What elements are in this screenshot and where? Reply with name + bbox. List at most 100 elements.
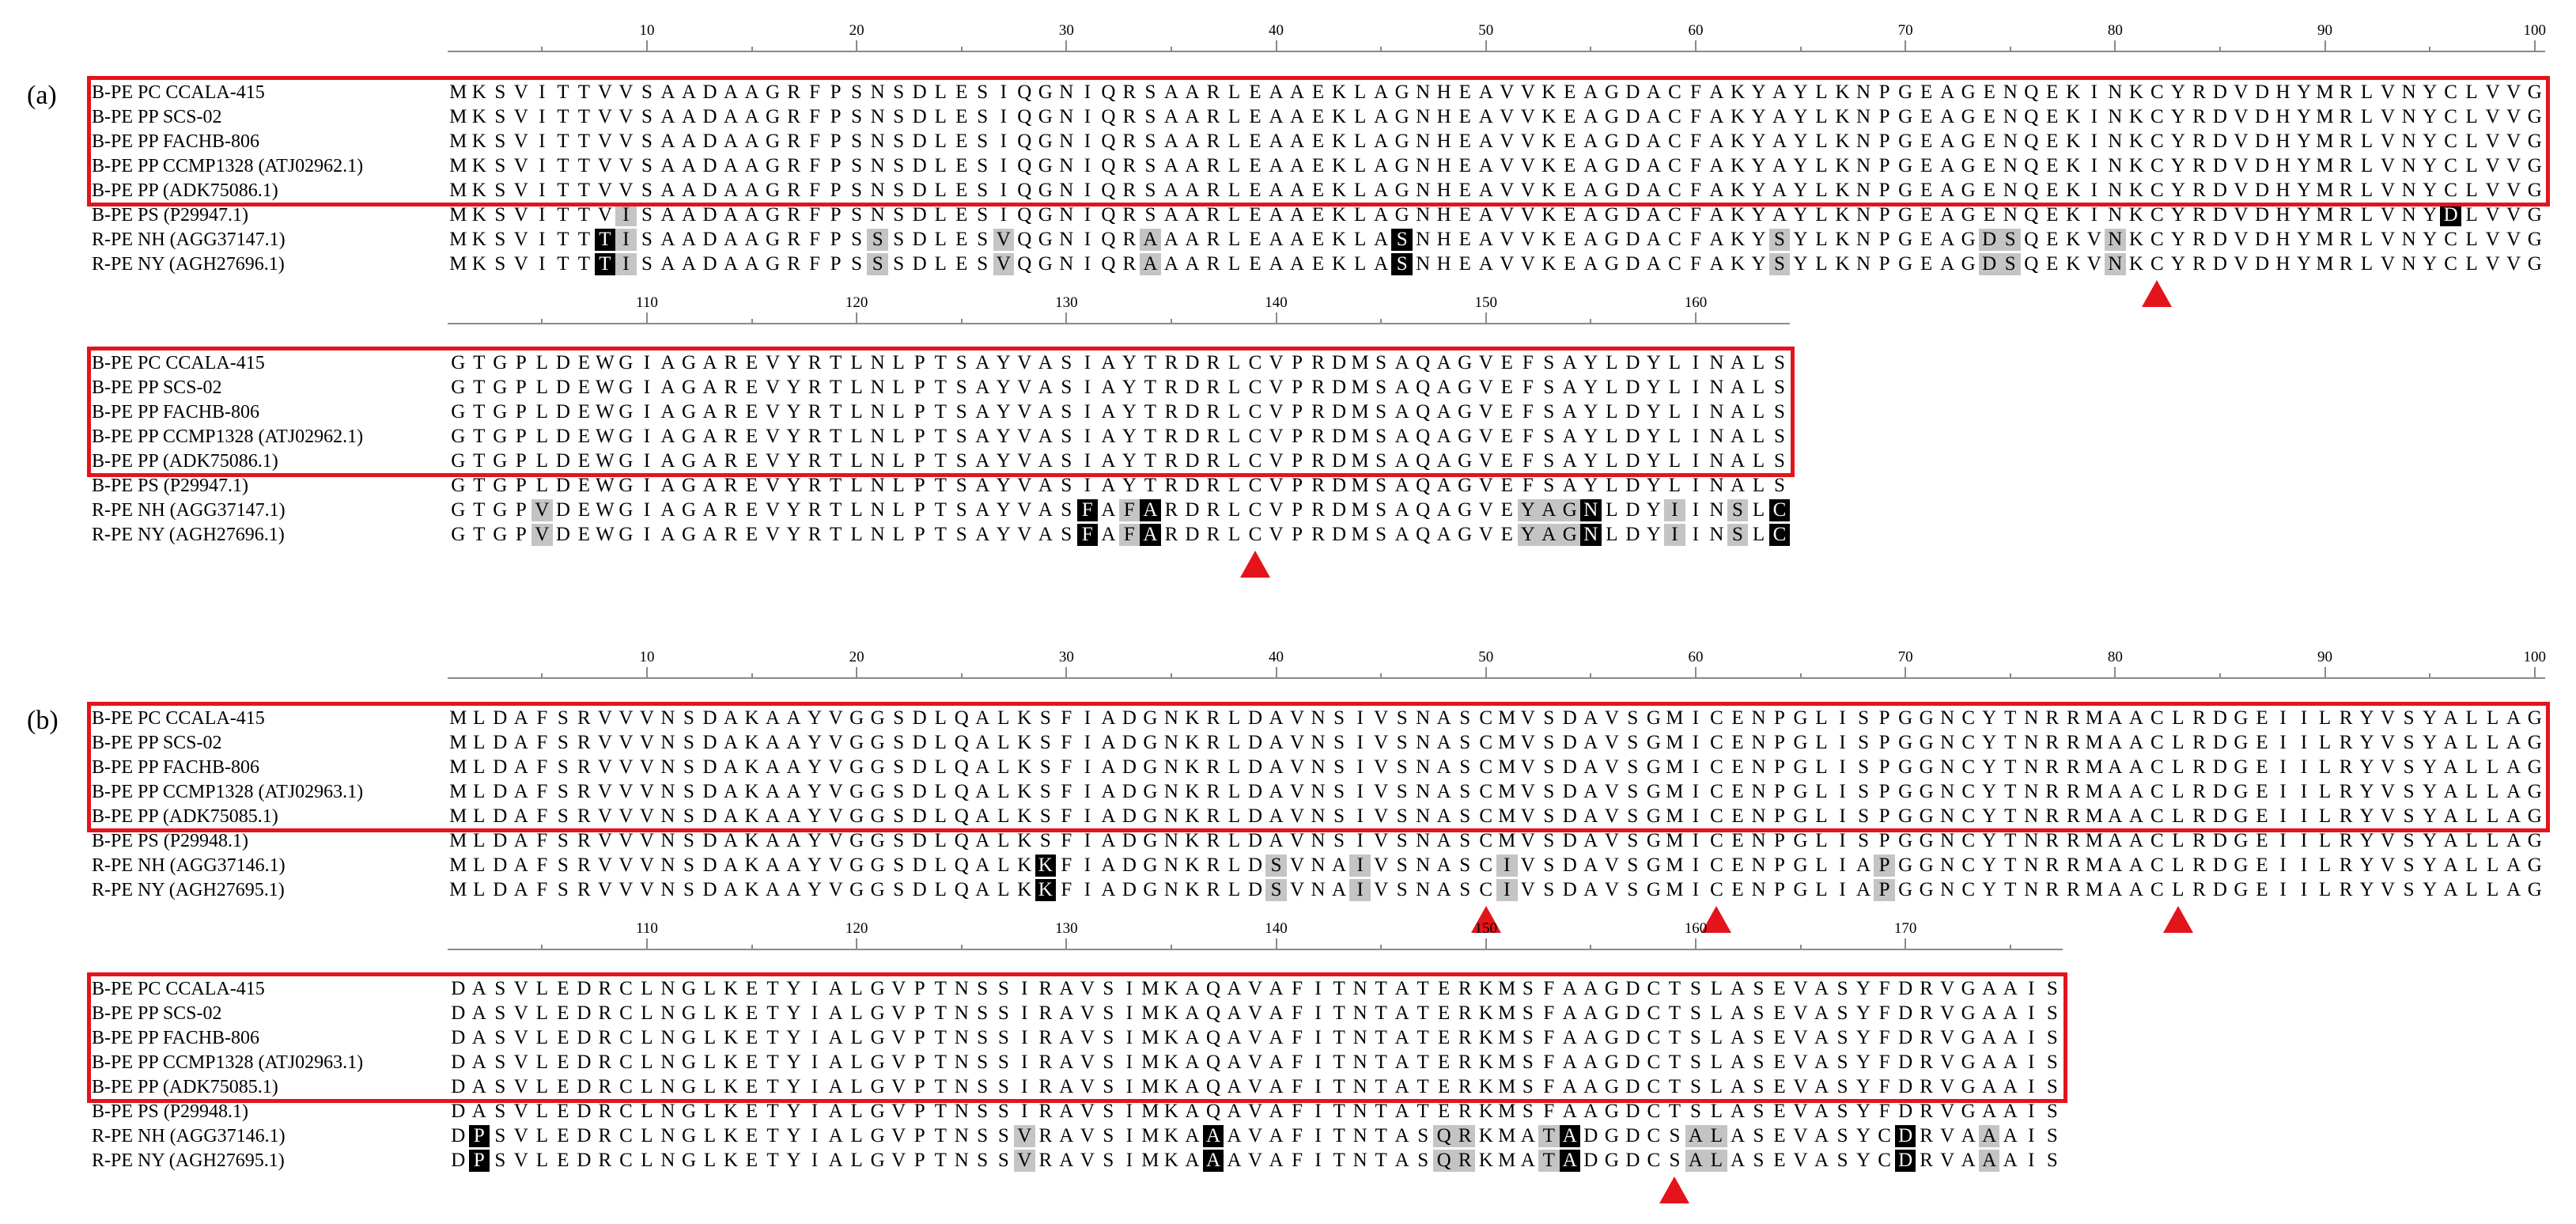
residue: A [1163,155,1178,176]
residue-variant-gray: L [1706,1150,1727,1172]
residue: T [1375,1101,1387,1122]
sequence-name: B-PE PS (P29947.1) [92,205,249,225]
residue: A [1478,106,1493,127]
ruler-major-tick [856,313,858,323]
residue: A [1394,1125,1409,1146]
residue: A [723,830,739,851]
ruler-major-tick [2114,667,2116,677]
residue: C [1668,204,1681,225]
ruler-minor-tick [2219,673,2221,677]
residue: L [1227,524,1241,545]
residue: L [934,155,947,176]
sequence-name: R-PE NH (AGG37146.1) [92,1126,286,1146]
alignment-row: B-PE PS (P29948.1) M L D A F S R V V V N S D A K A A Y V G G S… [0,829,2545,854]
ruler-major-tick [856,938,858,949]
residue: E [1564,229,1576,250]
residue: A [513,830,528,851]
residue: H [2275,106,2290,127]
residue: V [639,830,654,851]
residue: G [870,830,885,851]
residue: L [997,830,1010,851]
residue: G [493,499,508,521]
residue: I [539,229,546,250]
residue: A [1394,1150,1409,1171]
residue: N [1163,855,1178,876]
residue: A [1856,855,1871,876]
residue: G [1961,1101,1976,1122]
residue: I [1125,1101,1133,1122]
residue: D [1625,106,1640,127]
residue: E [745,524,758,545]
residue: D [451,1125,466,1146]
residue: L [2465,106,2478,127]
residue: G [1793,855,1808,876]
residue: E [557,1101,569,1122]
residue: V [1500,204,1515,225]
residue: A [1583,830,1598,851]
residue: P [830,155,842,176]
residue: A [1730,1125,1745,1146]
ruler-minor-tick [1170,47,1172,51]
residue: A [744,229,759,250]
residue: N [2401,204,2416,225]
residue: A [1583,1101,1598,1122]
residue: I [1692,475,1700,496]
ruler-major-tick [1694,938,1697,949]
residue: C [2150,253,2164,275]
residue: Y [808,830,823,851]
residue: L [2172,855,2184,876]
residue: D [451,1101,466,1122]
residue: R [2192,879,2206,900]
residue: D [912,253,927,275]
residue: A [723,81,739,103]
residue: N [1416,229,1431,250]
residue: F [809,155,821,176]
residue: A [1940,131,1955,152]
residue: A [1269,253,1284,275]
residue: P [515,499,527,521]
residue: A [660,81,675,103]
residue: R [808,524,822,545]
residue: I [1084,81,1091,103]
residue: A [1101,855,1116,876]
residue: E [1920,131,1933,152]
residue: A [471,1101,486,1122]
residue: A [660,524,675,545]
ruler-major-tick [1065,667,1068,677]
residue: G [1038,131,1053,152]
residue: M [1498,830,1516,851]
residue: S [494,204,506,225]
residue: N [1856,81,1871,103]
residue-variant-dark: S [1391,229,1413,251]
residue: N [2003,204,2018,225]
residue: G [1038,204,1053,225]
residue: M [2316,204,2334,225]
residue: K [1835,204,1850,225]
residue: N [1163,830,1178,851]
residue: G [1143,830,1158,851]
residue: F [809,81,821,103]
residue-variant-dark: T [594,229,616,251]
residue: V [2485,253,2500,275]
sequence-name: R-PE NH (AGG37146.1) [92,855,286,876]
residue: T [473,475,486,496]
cysteine-marker-triangle [1240,551,1271,578]
residue: L [892,475,905,496]
residue: S [977,1150,989,1171]
residue: K [1163,1101,1178,1122]
residue: L [2465,253,2478,275]
residue: C [1961,855,1976,876]
residue: P [515,475,527,496]
residue: D [1562,830,1577,851]
residue: L [1353,106,1367,127]
residue: E [1458,81,1471,103]
residue: M [1141,1150,1159,1171]
residue: R [787,81,800,103]
residue: L [703,1101,717,1122]
ruler-tick-label: 50 [1478,22,1494,39]
ruler-tick-label: 170 [1893,920,1917,937]
residue: M [1498,1125,1516,1146]
ruler-minor-tick [1590,319,1592,323]
residue: M [1498,1101,1516,1122]
residue: P [830,204,842,225]
